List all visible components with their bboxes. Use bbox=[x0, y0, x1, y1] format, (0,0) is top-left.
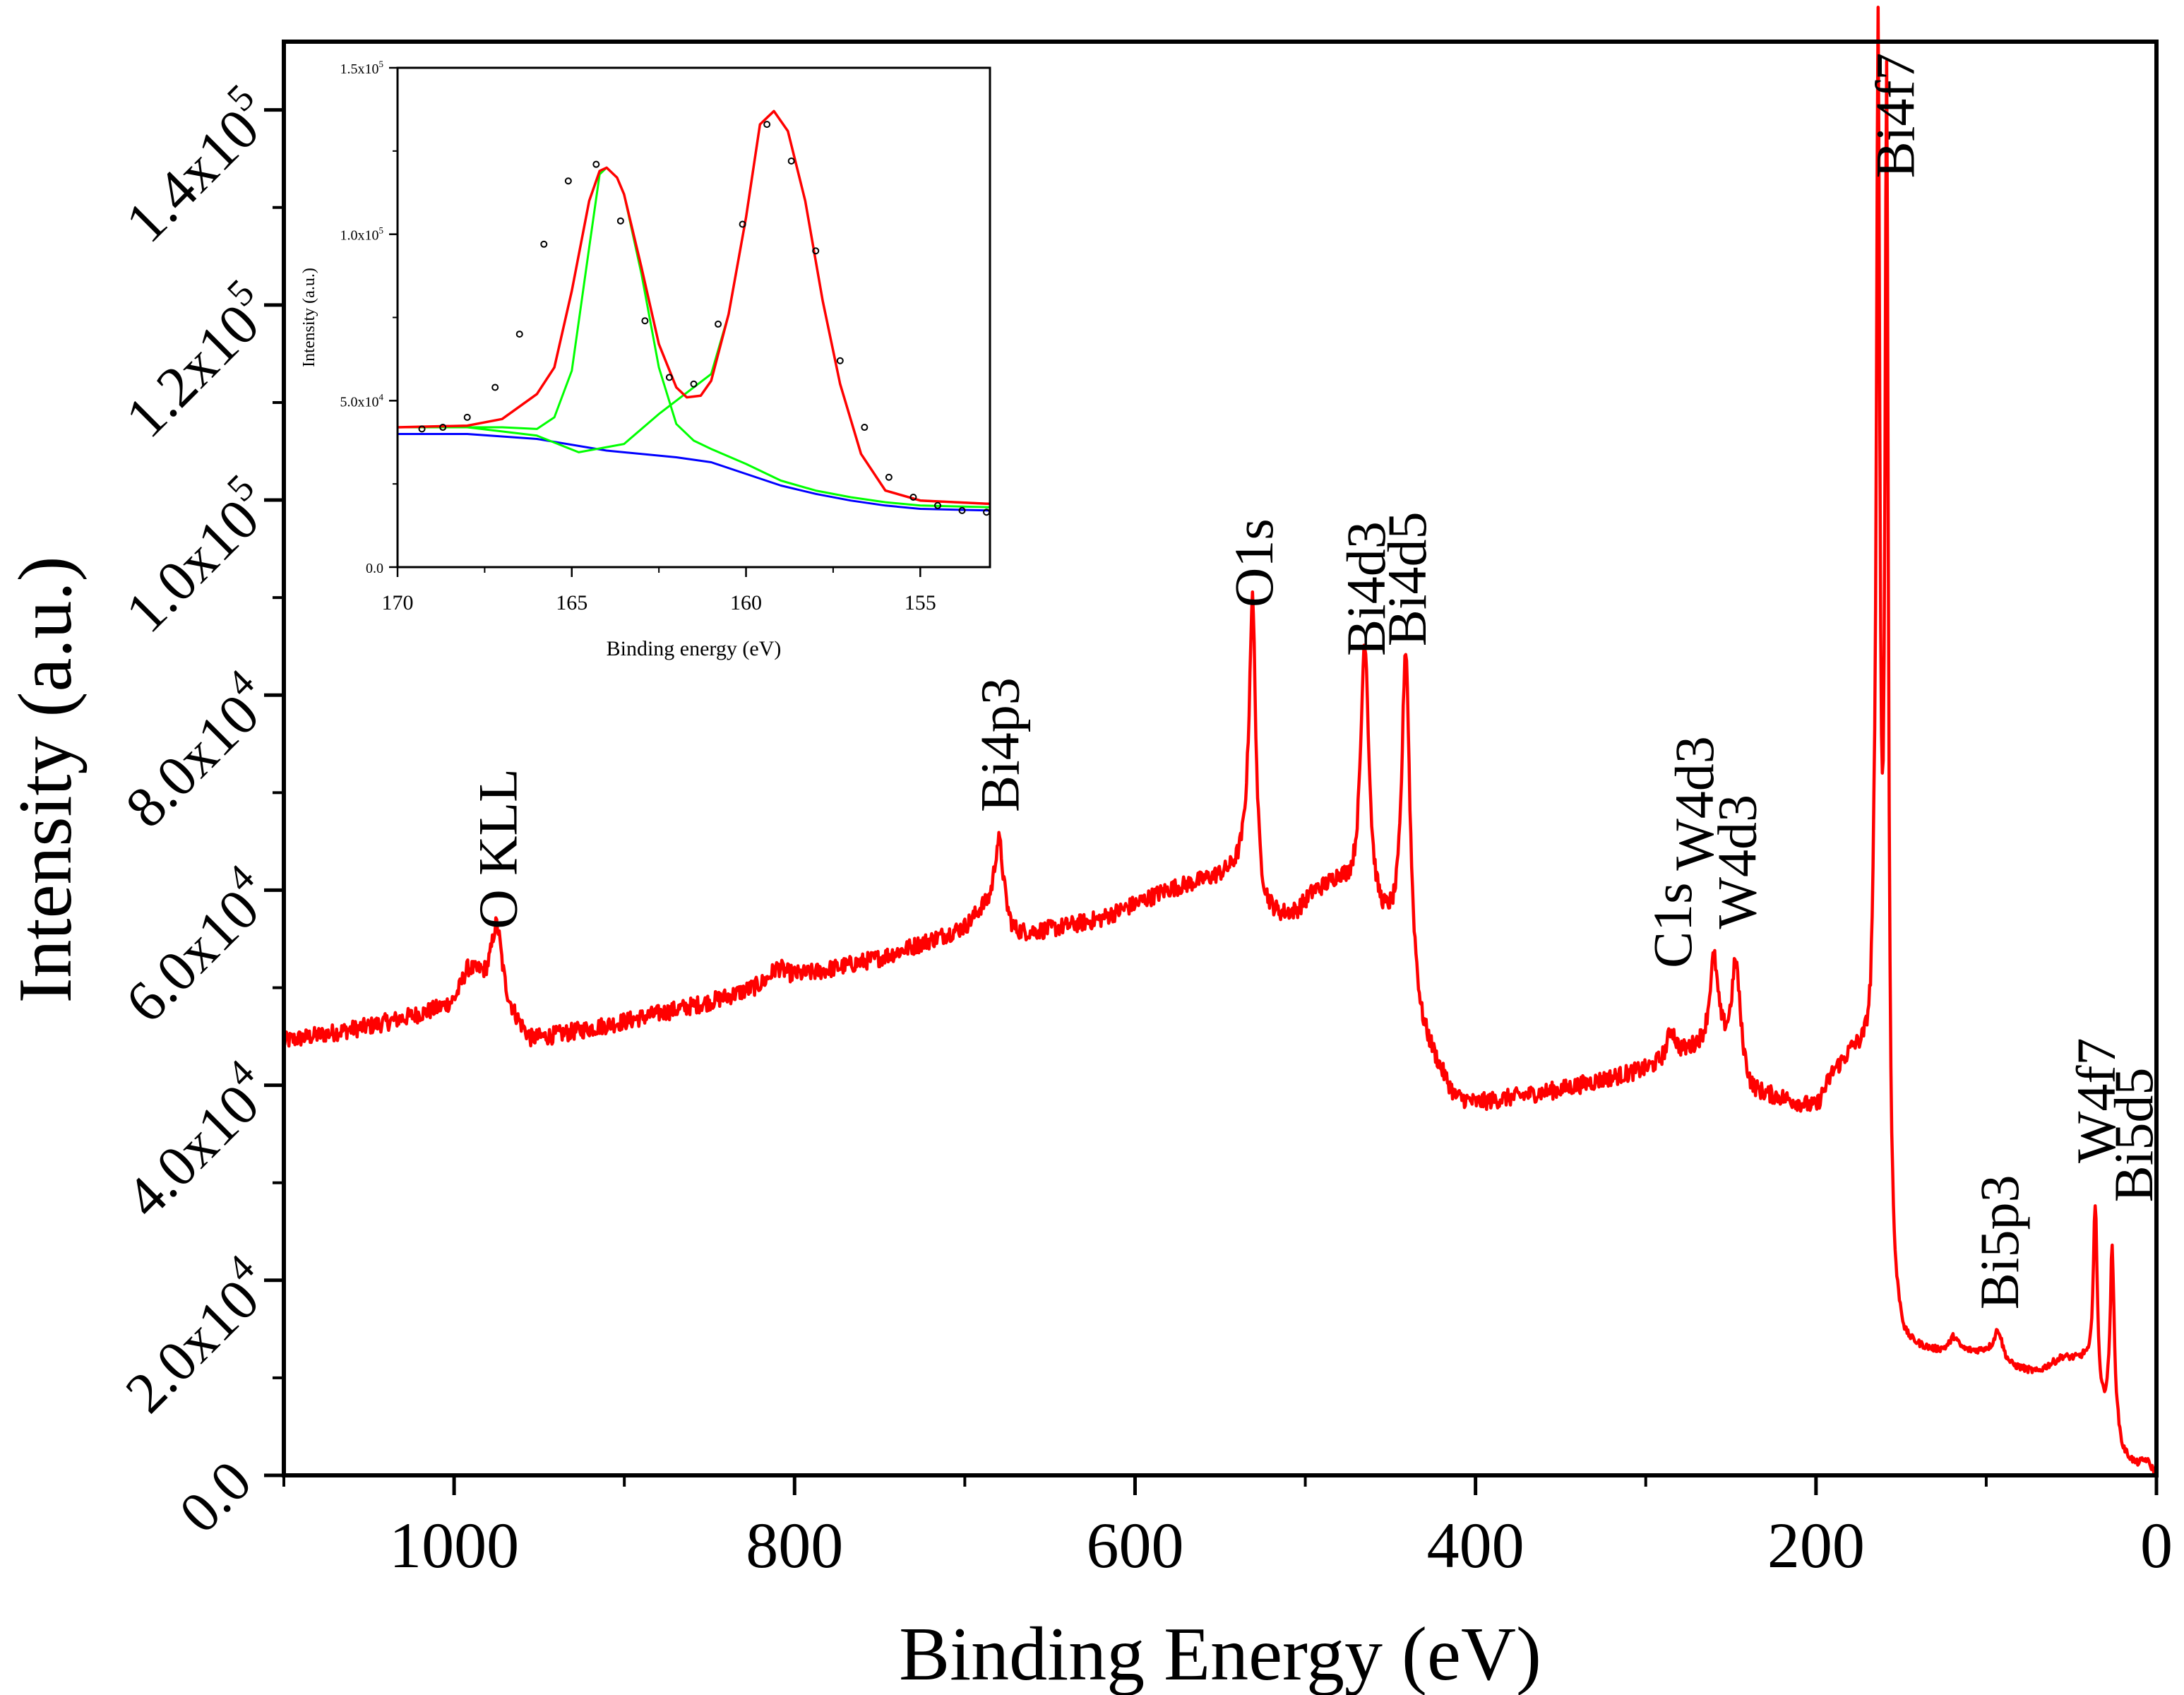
measured-point bbox=[715, 320, 722, 328]
x-tick-label: 600 bbox=[1086, 1509, 1183, 1581]
y-tick-label: 4.0x104​ bbox=[107, 1052, 285, 1230]
measured-point bbox=[616, 217, 624, 225]
measured-point bbox=[439, 424, 447, 432]
y-tick-mantissa: 0.0 bbox=[167, 1449, 263, 1545]
inset-y-tick-mantissa: 5.0x10 bbox=[340, 394, 379, 410]
measured-point bbox=[564, 177, 572, 185]
peak-label: Bi4d5 bbox=[1376, 511, 1438, 646]
x-tick-label: 1000 bbox=[389, 1509, 519, 1581]
inset-y-axis-title: Intensity (a.u.) bbox=[300, 268, 318, 367]
measured-point bbox=[933, 501, 941, 509]
peak-label: Bi4d3 bbox=[1335, 521, 1397, 656]
y-tick-label: 1.0x105​ bbox=[107, 466, 285, 644]
inset-x-axis-title: Binding energy (eV) bbox=[607, 637, 782, 660]
y-tick-mantissa: 1.4x10 bbox=[113, 96, 271, 254]
peak-label: Bi4f7 bbox=[1865, 53, 1926, 179]
y-tick-mantissa: 8.0x10 bbox=[113, 682, 271, 840]
background-line bbox=[398, 433, 991, 512]
component-line bbox=[398, 109, 991, 505]
spectrum-line bbox=[282, 6, 2159, 1476]
measured-point bbox=[540, 240, 548, 248]
inset-chart: 170 165 160 1550.05.0x1041.0x1051.5x105Bind… bbox=[300, 59, 991, 660]
y-tick-mantissa: 1.2x10 bbox=[113, 292, 271, 450]
inset-frame bbox=[396, 66, 991, 569]
measured-point bbox=[641, 317, 649, 325]
fit-line bbox=[397, 109, 991, 506]
peak-label: C1s bbox=[1642, 883, 1703, 968]
y-tick-mantissa: 2.0x10 bbox=[113, 1267, 271, 1425]
measured-point bbox=[909, 494, 917, 501]
y-tick-label: 1.2x105​ bbox=[107, 271, 285, 449]
inset-x-tick-label: 160 bbox=[730, 591, 762, 614]
measured-point bbox=[739, 220, 746, 228]
measured-point bbox=[885, 473, 893, 481]
inset-y-tick-label: 1.0x105 bbox=[340, 225, 384, 244]
peak-label: W4d3 bbox=[1664, 736, 1725, 871]
y-tick-mantissa: 1.0x10 bbox=[113, 487, 271, 645]
peak-label: O KLL bbox=[467, 768, 528, 929]
y-tick-mantissa: 6.0x10 bbox=[113, 876, 271, 1035]
inset-x-tick-label: 155 bbox=[905, 591, 936, 614]
plot-frame bbox=[282, 40, 2159, 1477]
inset-y-tick-mantissa: 1.5x10 bbox=[340, 61, 379, 77]
peak-label: W4d3 bbox=[1707, 795, 1768, 929]
peak-label: Bi5d5 bbox=[2103, 1068, 2164, 1203]
inset-y-tick-label: 5.0x104 bbox=[340, 391, 384, 410]
y-tick-label: 1.4x105​ bbox=[107, 76, 285, 254]
y-axis-title: Intensity (a.u.) bbox=[4, 557, 88, 1004]
peak-label: Bi4p3 bbox=[969, 677, 1031, 812]
y-tick-label: 6.0x104​ bbox=[107, 857, 285, 1035]
inset-y-tick-exponent: 4 bbox=[379, 391, 384, 402]
main-chart: 1000 800 600 400 200 00.02.0x104​4.0x104​6.0x… bbox=[4, 6, 2173, 1695]
measured-point bbox=[812, 247, 820, 255]
measured-point bbox=[463, 413, 471, 421]
y-tick-label: 2.0x104​ bbox=[107, 1247, 285, 1425]
measured-point bbox=[787, 157, 795, 165]
peak-label: O1s bbox=[1223, 518, 1284, 607]
inset-y-tick-exponent: 5 bbox=[379, 225, 384, 236]
x-tick-label: 200 bbox=[1767, 1509, 1865, 1581]
inset-y-tick-exponent: 5 bbox=[379, 59, 384, 69]
measured-point bbox=[690, 380, 698, 388]
peak-label: W4f7 bbox=[2065, 1037, 2127, 1163]
measured-point bbox=[958, 506, 966, 514]
measured-point bbox=[763, 121, 771, 129]
x-axis-title: Binding Energy (eV) bbox=[899, 1612, 1541, 1695]
inset-y-tick-mantissa: 1.0x10 bbox=[340, 228, 379, 244]
measured-point bbox=[592, 160, 600, 168]
inset-x-tick-label: 170 bbox=[382, 591, 414, 614]
y-tick-mantissa: 4.0x10 bbox=[113, 1071, 271, 1230]
inset-y-tick-label: 1.5x105 bbox=[340, 59, 384, 77]
y-tick-label: 8.0x104​ bbox=[107, 661, 285, 839]
inset-y-tick-label: 0.0 bbox=[366, 561, 383, 576]
peak-label: Bi5p3 bbox=[1969, 1175, 2030, 1310]
measured-point bbox=[665, 374, 673, 381]
x-tick-label: 0 bbox=[2140, 1509, 2173, 1581]
x-tick-label: 400 bbox=[1427, 1509, 1524, 1581]
measured-point bbox=[418, 425, 426, 433]
measured-point bbox=[836, 357, 844, 364]
inset-x-tick-label: 165 bbox=[556, 591, 587, 614]
measured-point bbox=[515, 331, 523, 338]
inset-y-tick-mantissa: 0.0 bbox=[366, 561, 383, 576]
component-line bbox=[398, 166, 991, 509]
measured-point bbox=[861, 424, 869, 432]
measured-point bbox=[491, 383, 499, 391]
y-tick-label: 0.0 bbox=[167, 1449, 263, 1545]
x-tick-label: 800 bbox=[746, 1509, 843, 1581]
